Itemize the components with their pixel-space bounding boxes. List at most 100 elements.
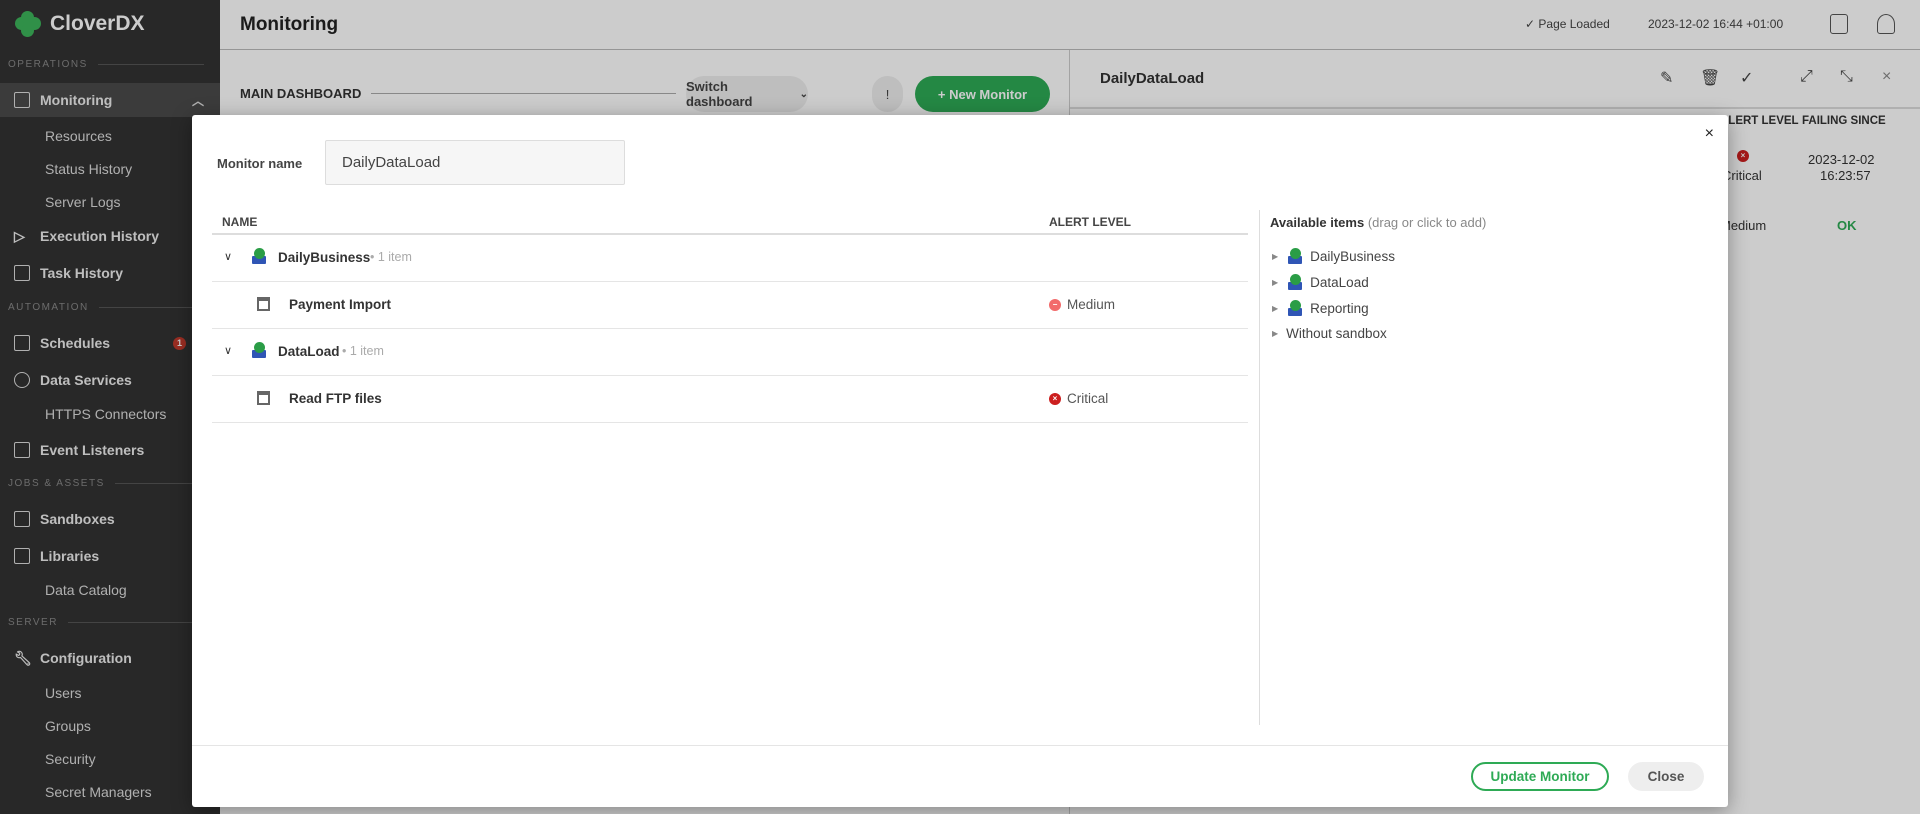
sidebar-item-resources[interactable]: Resources bbox=[45, 128, 112, 144]
top-header: Monitoring ✓ Page Loaded 2023-12-02 16:4… bbox=[220, 0, 1920, 50]
close-icon[interactable]: × bbox=[1882, 68, 1892, 85]
schedules-badge: 1 bbox=[173, 336, 186, 350]
monitor-name-label: Monitor name bbox=[217, 156, 303, 171]
row1-since-time: 16:23:57 bbox=[1820, 168, 1871, 183]
available-item[interactable]: ▶ Without sandbox bbox=[1272, 326, 1387, 341]
divider bbox=[212, 233, 1248, 235]
group-name: DataLoad bbox=[278, 344, 340, 359]
sidebar-item-monitoring[interactable]: Monitoring ︿ bbox=[0, 83, 220, 117]
sidebar-item-configuration[interactable]: 🔧︎ Configuration bbox=[0, 641, 220, 675]
label: Configuration bbox=[40, 650, 132, 666]
sidebar-item-libraries[interactable]: Libraries bbox=[0, 539, 220, 573]
divider bbox=[192, 745, 1728, 746]
edit-monitor-dialog: × Monitor name NAME ALERT LEVEL ∨ DailyB… bbox=[192, 115, 1728, 807]
label: Libraries bbox=[40, 548, 100, 564]
critical-icon: × bbox=[1737, 150, 1749, 162]
chevron-down-icon: ⌄ bbox=[799, 88, 808, 100]
sidebar-item-server-logs[interactable]: Server Logs bbox=[45, 194, 121, 210]
label: Task History bbox=[40, 265, 123, 281]
group-row[interactable]: ∨ DailyBusiness • 1 item bbox=[212, 235, 1248, 282]
sandbox-icon bbox=[250, 342, 266, 359]
medium-icon: − bbox=[1049, 299, 1061, 311]
available-item[interactable]: ▶ DailyBusiness bbox=[1272, 248, 1395, 265]
row2-status: OK bbox=[1837, 218, 1857, 233]
plug-icon bbox=[14, 372, 30, 388]
group-row[interactable]: ∨ DataLoad • 1 item bbox=[212, 329, 1248, 376]
monitor-name-input[interactable] bbox=[325, 140, 625, 185]
close-icon[interactable]: × bbox=[1704, 125, 1714, 142]
notes-icon[interactable] bbox=[1830, 14, 1848, 34]
event-icon bbox=[14, 442, 30, 458]
item-row[interactable]: Payment Import − Medium bbox=[212, 282, 1248, 329]
available-items-header: Available items (drag or click to add) bbox=[1270, 215, 1486, 230]
sandbox-icon bbox=[1286, 248, 1303, 265]
clover-logo[interactable]: CloverDX bbox=[14, 10, 145, 38]
row1-level: Critical bbox=[1722, 168, 1762, 183]
dashboard-title: MAIN DASHBOARD bbox=[240, 86, 676, 101]
alerts-button[interactable]: ! bbox=[872, 76, 903, 112]
sidebar-item-task-history[interactable]: Task History bbox=[0, 256, 220, 290]
monitor-icon bbox=[14, 92, 30, 108]
available-title: Available items bbox=[1270, 215, 1365, 230]
wrench-icon: 🔧︎ bbox=[14, 650, 32, 666]
group-count: • 1 item bbox=[342, 344, 384, 358]
row1-since-date: 2023-12-02 bbox=[1808, 152, 1875, 167]
item-row[interactable]: Read FTP files × Critical bbox=[212, 376, 1248, 423]
label: DataLoad bbox=[1310, 275, 1369, 290]
chevron-up-icon: ︿ bbox=[192, 93, 205, 108]
chevron-down-icon[interactable]: ∨ bbox=[224, 345, 233, 357]
alert-level[interactable]: Medium bbox=[1067, 297, 1116, 312]
sandbox-icon bbox=[250, 248, 266, 265]
caret-right-icon[interactable]: ▶ bbox=[1272, 278, 1279, 287]
monitor-detail-title: DailyDataLoad bbox=[1100, 70, 1205, 87]
sidebar-item-secret-managers[interactable]: Secret Managers bbox=[45, 784, 152, 800]
section-server: SERVER bbox=[8, 617, 204, 628]
sidebar-item-data-catalog[interactable]: Data Catalog bbox=[45, 582, 127, 598]
label: Monitoring bbox=[40, 92, 113, 108]
play-icon: ▷ bbox=[14, 228, 25, 244]
label: Without sandbox bbox=[1286, 326, 1387, 341]
caret-right-icon[interactable]: ▶ bbox=[1272, 329, 1279, 338]
sidebar-item-execution-history[interactable]: ▷ Execution History bbox=[0, 219, 220, 253]
divider bbox=[1259, 210, 1260, 725]
available-item[interactable]: ▶ Reporting bbox=[1272, 300, 1369, 317]
sidebar-item-schedules[interactable]: Schedules 1 bbox=[0, 326, 220, 360]
page-title: Monitoring bbox=[240, 14, 339, 35]
sidebar-item-users[interactable]: Users bbox=[45, 685, 82, 701]
brand-name: CloverDX bbox=[50, 12, 145, 35]
user-icon[interactable] bbox=[1877, 14, 1895, 34]
edit-icon[interactable]: ✎ bbox=[1660, 70, 1674, 87]
sidebar-item-sandboxes[interactable]: Sandboxes bbox=[0, 502, 220, 536]
caret-right-icon[interactable]: ▶ bbox=[1272, 252, 1279, 261]
col-alert-level: ALERT LEVEL bbox=[1049, 215, 1132, 229]
chevron-down-icon[interactable]: ∨ bbox=[224, 251, 233, 263]
label: Schedules bbox=[40, 335, 111, 351]
alert-level[interactable]: Critical bbox=[1067, 391, 1109, 406]
section-operations: OPERATIONS bbox=[8, 59, 204, 70]
clipboard-icon bbox=[14, 265, 30, 281]
available-item[interactable]: ▶ DataLoad bbox=[1272, 274, 1369, 291]
sidebar-item-data-services[interactable]: Data Services bbox=[0, 363, 220, 397]
close-button[interactable]: Close bbox=[1628, 762, 1704, 791]
check-icon[interactable]: ✓ bbox=[1740, 70, 1754, 87]
update-monitor-button[interactable]: Update Monitor bbox=[1471, 762, 1609, 791]
clover-icon bbox=[14, 10, 42, 38]
section-jobs-assets: JOBS & ASSETS bbox=[8, 478, 204, 489]
collapse-icon[interactable]: ⤡ bbox=[1840, 68, 1853, 85]
caret-right-icon[interactable]: ▶ bbox=[1272, 304, 1279, 313]
schedule-icon bbox=[257, 297, 270, 311]
trash-icon[interactable]: 🗑︎ bbox=[1700, 70, 1721, 87]
sidebar-item-security[interactable]: Security bbox=[45, 751, 96, 767]
sidebar-item-groups[interactable]: Groups bbox=[45, 718, 91, 734]
sandbox-icon bbox=[1286, 300, 1303, 317]
switch-dashboard-button[interactable]: Switch dashboard ⌄ bbox=[686, 76, 808, 112]
expand-icon[interactable]: ⤢ bbox=[1800, 68, 1813, 85]
group-name: DailyBusiness bbox=[278, 250, 371, 265]
sidebar-item-event-listeners[interactable]: Event Listeners bbox=[0, 433, 220, 467]
new-monitor-button[interactable]: + New Monitor bbox=[915, 76, 1050, 112]
sidebar-item-https-connectors[interactable]: HTTPS Connectors bbox=[45, 406, 167, 422]
item-name: Read FTP files bbox=[289, 391, 382, 406]
label: Data Services bbox=[40, 372, 132, 388]
sidebar: CloverDX OPERATIONS Monitoring ︿ Resource… bbox=[0, 0, 220, 814]
sidebar-item-status-history[interactable]: Status History bbox=[45, 161, 133, 177]
